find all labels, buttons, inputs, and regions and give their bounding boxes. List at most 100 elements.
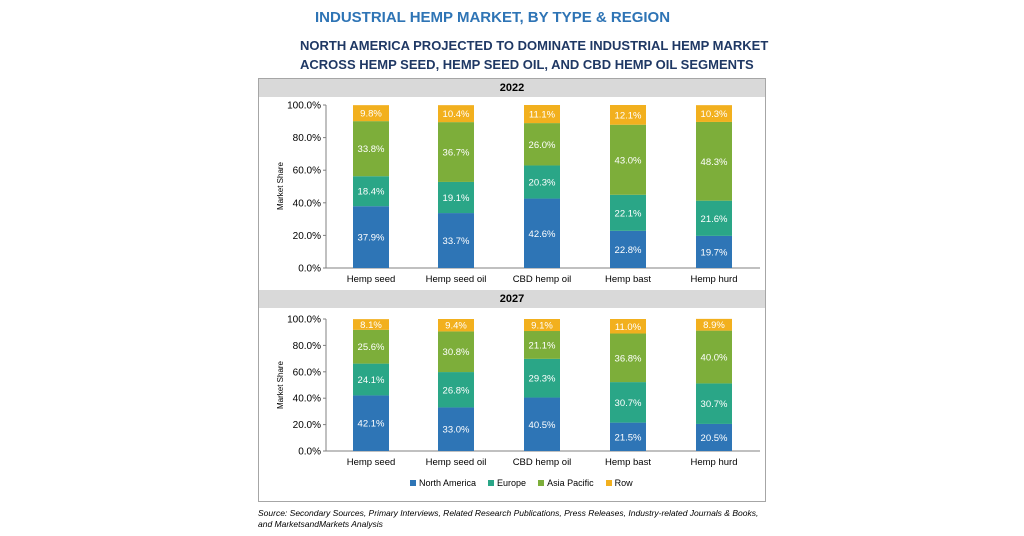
- bar-segment: [438, 213, 474, 268]
- bar-segment: [438, 331, 474, 373]
- y-axis-label: Market Share: [276, 161, 285, 210]
- x-tick-label: Hemp bast: [605, 274, 651, 285]
- data-label: 36.7%: [443, 148, 470, 159]
- data-label: 9.8%: [360, 109, 382, 120]
- bar-segment: [438, 181, 474, 214]
- bar-segment: [524, 105, 560, 124]
- data-label: 19.7%: [701, 247, 728, 258]
- bar-segment: [438, 122, 474, 182]
- data-label: 37.9%: [358, 233, 385, 244]
- page-title: INDUSTRIAL HEMP MARKET, BY TYPE & REGION: [315, 9, 671, 26]
- data-label: 21.5%: [615, 432, 642, 443]
- bar-segment: [696, 423, 732, 451]
- bar-segment: [353, 395, 389, 451]
- y-tick-label: 40.0%: [293, 394, 321, 405]
- y-tick-label: 80.0%: [293, 133, 321, 144]
- data-label: 11.0%: [615, 322, 642, 333]
- bar-segment: [353, 176, 389, 207]
- chart-legend: North America Europe Asia Pacific Row: [410, 478, 633, 488]
- x-tick-label: Hemp hurd: [691, 274, 738, 285]
- legend-swatch: [488, 480, 495, 486]
- data-label: 29.3%: [529, 374, 556, 385]
- data-label: 30.7%: [701, 399, 728, 410]
- y-tick-label: 80.0%: [293, 341, 321, 352]
- data-label: 8.1%: [360, 320, 382, 331]
- x-tick-label: Hemp seed oil: [426, 274, 487, 285]
- data-label: 10.3%: [701, 109, 728, 120]
- legend-item: Asia Pacific: [538, 478, 594, 488]
- bar-segment: [438, 372, 474, 408]
- bar-segment: [696, 235, 732, 268]
- legend-item: North America: [410, 478, 476, 488]
- bar-segment: [610, 422, 646, 451]
- y-tick-label: 20.0%: [293, 420, 321, 431]
- legend-label: Asia Pacific: [547, 478, 594, 488]
- data-label: 43.0%: [615, 155, 642, 166]
- subtitle-line-2: ACROSS HEMP SEED, HEMP SEED OIL, AND CBD…: [300, 57, 754, 72]
- data-label: 48.3%: [701, 157, 728, 168]
- chart-frame: [258, 78, 766, 502]
- bar-segment: [696, 200, 732, 236]
- subtitle-line-1: NORTH AMERICA PROJECTED TO DOMINATE INDU…: [300, 38, 769, 53]
- data-label: 40.5%: [529, 420, 556, 431]
- x-tick-label: Hemp seed: [347, 274, 396, 285]
- legend-item: Europe: [488, 478, 526, 488]
- y-tick-label: 40.0%: [293, 198, 321, 209]
- data-label: 21.1%: [529, 340, 556, 351]
- panel-title-2027: 2027: [259, 290, 765, 308]
- legend-swatch: [538, 480, 545, 486]
- bar-segment: [353, 319, 389, 330]
- legend-label: North America: [419, 478, 477, 488]
- bar-segment: [353, 206, 389, 268]
- data-label: 42.6%: [529, 229, 556, 240]
- bar-segment: [353, 363, 389, 396]
- legend-item: Row: [605, 478, 633, 488]
- legend-swatch: [605, 480, 612, 486]
- data-label: 42.1%: [358, 419, 385, 430]
- y-tick-label: 20.0%: [293, 231, 321, 242]
- data-label: 20.5%: [701, 433, 728, 444]
- bar-segment: [696, 105, 732, 122]
- x-tick-label: Hemp seed: [347, 457, 396, 468]
- data-label: 40.0%: [701, 353, 728, 364]
- bar-segment: [353, 121, 389, 177]
- x-tick-label: CBD hemp oil: [513, 457, 572, 468]
- bar-segment: [610, 124, 646, 195]
- data-label: 21.6%: [701, 214, 728, 225]
- y-tick-label: 0.0%: [298, 447, 321, 458]
- bar-segment: [524, 123, 560, 166]
- bar-segment: [696, 330, 732, 384]
- panel-title-2022: 2022: [259, 79, 765, 97]
- data-label: 12.1%: [615, 110, 642, 121]
- data-label: 33.8%: [358, 144, 385, 155]
- x-tick-label: Hemp bast: [605, 457, 651, 468]
- bar-segment: [438, 105, 474, 123]
- data-label: 36.8%: [615, 353, 642, 364]
- bar-segment: [524, 165, 560, 199]
- data-label: 10.4%: [443, 109, 470, 120]
- data-label: 19.1%: [443, 193, 470, 204]
- legend-label: Europe: [497, 478, 527, 488]
- data-label: 8.9%: [703, 320, 725, 331]
- data-label: 33.7%: [443, 236, 470, 247]
- data-label: 9.4%: [445, 321, 467, 332]
- data-label: 25.6%: [358, 342, 385, 353]
- bar-segment: [524, 397, 560, 451]
- data-label: 26.0%: [529, 140, 556, 151]
- bar-segment: [696, 318, 732, 331]
- bar-segment: [610, 333, 646, 383]
- data-label: 22.8%: [615, 245, 642, 256]
- data-label: 9.1%: [531, 321, 553, 332]
- x-tick-label: CBD hemp oil: [513, 274, 572, 285]
- bar-segment: [353, 329, 389, 364]
- y-axis-label: Market Share: [276, 360, 285, 409]
- y-tick-label: 0.0%: [298, 264, 321, 275]
- bar-segment: [610, 319, 646, 334]
- legend-label: Row: [614, 478, 633, 488]
- source-note: Source: Secondary Sources, Primary Inter…: [258, 508, 778, 530]
- bar-segment: [524, 331, 560, 359]
- y-tick-label: 100.0%: [287, 101, 321, 112]
- data-label: 20.3%: [529, 178, 556, 189]
- bar-segment: [610, 194, 646, 231]
